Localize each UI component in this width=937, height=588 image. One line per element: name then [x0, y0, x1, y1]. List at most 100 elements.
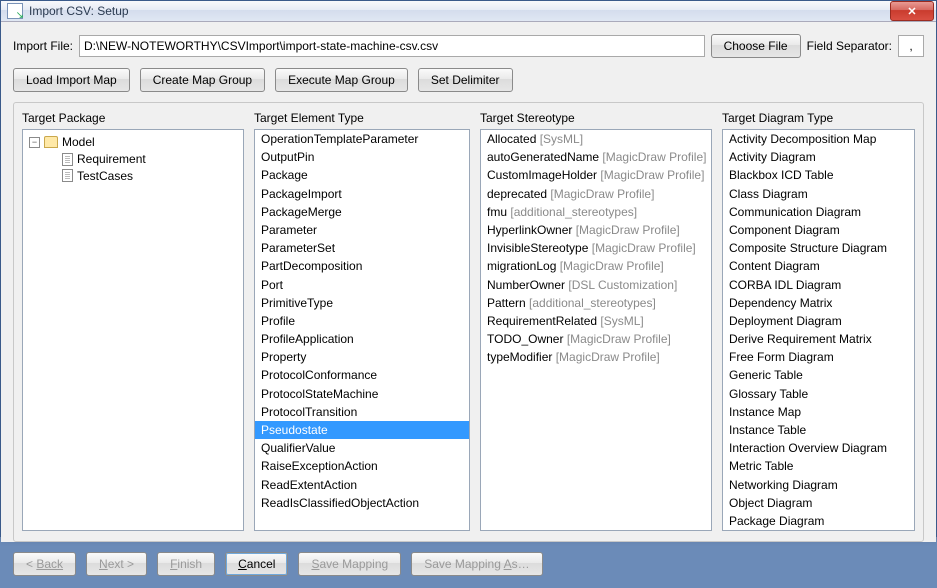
stereotype-item[interactable]: Allocated [SysML]	[481, 130, 711, 148]
choose-file-button[interactable]: Choose File	[711, 34, 801, 58]
stereotype-name: HyperlinkOwner	[487, 223, 572, 237]
diagram-type-item[interactable]: Free Form Diagram	[723, 348, 914, 366]
titlebar: Import CSV: Setup ✕	[1, 1, 936, 22]
stereotype-item[interactable]: typeModifier [MagicDraw Profile]	[481, 348, 711, 366]
diagram-type-item[interactable]: Class Diagram	[723, 185, 914, 203]
diagram-type-item[interactable]: Instance Table	[723, 421, 914, 439]
element-type-item[interactable]: ProtocolStateMachine	[255, 385, 469, 403]
stereotype-note: [MagicDraw Profile]	[550, 187, 654, 201]
element-type-item[interactable]: Profile	[255, 312, 469, 330]
diagram-type-item[interactable]: Networking Diagram	[723, 476, 914, 494]
diagram-type-item[interactable]: Package Diagram	[723, 512, 914, 530]
tree-root[interactable]: − Model	[27, 134, 239, 151]
diagram-type-item[interactable]: Communication Diagram	[723, 203, 914, 221]
diagram-type-item[interactable]: Glossary Table	[723, 385, 914, 403]
stereotype-item[interactable]: TODO_Owner [MagicDraw Profile]	[481, 330, 711, 348]
stereotype-item[interactable]: Pattern [additional_stereotypes]	[481, 294, 711, 312]
element-type-item[interactable]: PrimitiveType	[255, 294, 469, 312]
stereotype-note: [MagicDraw Profile]	[600, 168, 704, 182]
execute-map-group-button[interactable]: Execute Map Group	[275, 68, 408, 92]
save-mapping-button[interactable]: Save Mapping	[298, 552, 401, 576]
diagram-type-item[interactable]: Activity Decomposition Map	[723, 130, 914, 148]
diagram-type-list[interactable]: Activity Decomposition MapActivity Diagr…	[722, 129, 915, 531]
element-type-item[interactable]: OperationTemplateParameter	[255, 130, 469, 148]
tree-child[interactable]: TestCases	[45, 168, 239, 185]
stereotype-item[interactable]: autoGeneratedName [MagicDraw Profile]	[481, 148, 711, 166]
tree-root-label: Model	[62, 134, 95, 151]
diagram-type-item[interactable]: Composite Structure Diagram	[723, 239, 914, 257]
target-diagram-type-title: Target Diagram Type	[722, 111, 915, 125]
element-type-item[interactable]: ProtocolConformance	[255, 366, 469, 384]
diagram-type-item[interactable]: Metric Table	[723, 457, 914, 475]
diagram-type-item[interactable]: Generic Table	[723, 366, 914, 384]
stereotype-item[interactable]: InvisibleStereotype [MagicDraw Profile]	[481, 239, 711, 257]
create-map-group-button[interactable]: Create Map Group	[140, 68, 265, 92]
diagram-type-item[interactable]: Component Diagram	[723, 221, 914, 239]
stereotype-item[interactable]: HyperlinkOwner [MagicDraw Profile]	[481, 221, 711, 239]
element-type-item[interactable]: OutputPin	[255, 148, 469, 166]
stereotype-name: InvisibleStereotype	[487, 241, 588, 255]
import-file-input[interactable]	[79, 35, 705, 57]
stereotype-name: fmu	[487, 205, 507, 219]
save-mapping-as-button[interactable]: Save Mapping As…	[411, 552, 542, 576]
stereotype-item[interactable]: deprecated [MagicDraw Profile]	[481, 185, 711, 203]
diagram-type-item[interactable]: Activity Diagram	[723, 148, 914, 166]
diagram-type-item[interactable]: Blackbox ICD Table	[723, 166, 914, 184]
import-csv-setup-window: Import CSV: Setup ✕ Import File: Choose …	[0, 0, 937, 537]
diagram-type-item[interactable]: CORBA IDL Diagram	[723, 276, 914, 294]
tree-child[interactable]: Requirement	[45, 151, 239, 168]
document-icon	[62, 153, 73, 166]
diagram-type-item[interactable]: Instance Map	[723, 403, 914, 421]
target-package-title: Target Package	[22, 111, 244, 125]
element-type-item[interactable]: Property	[255, 348, 469, 366]
element-type-item[interactable]: PackageMerge	[255, 203, 469, 221]
element-type-item[interactable]: PartDecomposition	[255, 257, 469, 275]
element-type-item[interactable]: ReadExtentAction	[255, 476, 469, 494]
element-type-item[interactable]: ParameterSet	[255, 239, 469, 257]
diagram-type-item[interactable]: Dependency Matrix	[723, 294, 914, 312]
field-separator-input[interactable]	[898, 35, 924, 57]
element-type-list[interactable]: OperationTemplateParameterOutputPinPacka…	[254, 129, 470, 531]
element-type-item[interactable]: Port	[255, 276, 469, 294]
load-import-map-button[interactable]: Load Import Map	[13, 68, 130, 92]
tree-toggle-icon[interactable]: −	[29, 137, 40, 148]
element-type-item[interactable]: Pseudostate	[255, 421, 469, 439]
diagram-type-item[interactable]: Interaction Overview Diagram	[723, 439, 914, 457]
stereotype-name: deprecated	[487, 187, 547, 201]
stereotype-note: [MagicDraw Profile]	[576, 223, 680, 237]
stereotype-name: CustomImageHolder	[487, 168, 597, 182]
import-file-label: Import File:	[13, 39, 73, 53]
target-element-type-panel: Target Element Type OperationTemplatePar…	[254, 111, 470, 531]
content-area: Import File: Choose File Field Separator…	[1, 22, 936, 542]
stereotype-item[interactable]: NumberOwner [DSL Customization]	[481, 276, 711, 294]
stereotype-item[interactable]: RequirementRelated [SysML]	[481, 312, 711, 330]
footer: < Back Next > Finish Cancel Save Mapping…	[1, 542, 936, 588]
stereotype-name: Allocated	[487, 132, 536, 146]
package-tree[interactable]: − Model RequirementTestCases	[22, 129, 244, 531]
element-type-item[interactable]: Parameter	[255, 221, 469, 239]
diagram-type-item[interactable]: Deployment Diagram	[723, 312, 914, 330]
stereotype-item[interactable]: fmu [additional_stereotypes]	[481, 203, 711, 221]
element-type-item[interactable]: RaiseExceptionAction	[255, 457, 469, 475]
stereotype-item[interactable]: migrationLog [MagicDraw Profile]	[481, 257, 711, 275]
stereotype-note: [MagicDraw Profile]	[560, 259, 664, 273]
diagram-type-item[interactable]: Content Diagram	[723, 257, 914, 275]
finish-button[interactable]: Finish	[157, 552, 215, 576]
element-type-item[interactable]: QualifierValue	[255, 439, 469, 457]
target-element-type-title: Target Element Type	[254, 111, 470, 125]
target-stereotype-panel: Target Stereotype Allocated [SysML]autoG…	[480, 111, 712, 531]
cancel-button[interactable]: Cancel	[225, 552, 288, 576]
diagram-type-item[interactable]: Derive Requirement Matrix	[723, 330, 914, 348]
window-close-button[interactable]: ✕	[890, 1, 934, 21]
stereotype-item[interactable]: CustomImageHolder [MagicDraw Profile]	[481, 166, 711, 184]
element-type-item[interactable]: ReadIsClassifiedObjectAction	[255, 494, 469, 512]
set-delimiter-button[interactable]: Set Delimiter	[418, 68, 513, 92]
element-type-item[interactable]: Package	[255, 166, 469, 184]
next-button[interactable]: Next >	[86, 552, 147, 576]
diagram-type-item[interactable]: Object Diagram	[723, 494, 914, 512]
element-type-item[interactable]: ProfileApplication	[255, 330, 469, 348]
element-type-item[interactable]: ProtocolTransition	[255, 403, 469, 421]
back-button[interactable]: < Back	[13, 552, 76, 576]
stereotype-list[interactable]: Allocated [SysML]autoGeneratedName [Magi…	[480, 129, 712, 531]
element-type-item[interactable]: PackageImport	[255, 185, 469, 203]
